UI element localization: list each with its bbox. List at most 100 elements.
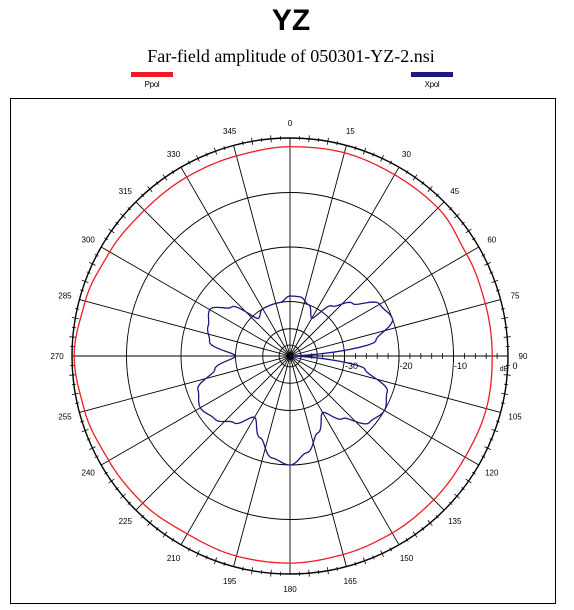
outer-tick xyxy=(461,221,465,225)
angle-label: 255 xyxy=(58,412,72,421)
outer-tick xyxy=(448,207,453,211)
angle-label: 300 xyxy=(82,236,96,245)
outer-tick xyxy=(481,455,486,458)
legend-item-ppol: Ppol xyxy=(122,72,182,89)
angle-label: 330 xyxy=(167,150,181,159)
outer-tick xyxy=(454,493,460,499)
outer-tick xyxy=(71,392,79,395)
outer-tick xyxy=(104,471,109,475)
outer-tick xyxy=(188,547,191,552)
angle-label: 210 xyxy=(167,554,181,563)
grid-spoke xyxy=(289,145,347,357)
outer-tick xyxy=(326,137,329,145)
outer-tick xyxy=(213,557,218,565)
outer-tick xyxy=(491,279,499,284)
radial-tick-label: -30 xyxy=(345,361,358,371)
outer-tick xyxy=(389,160,392,165)
angle-label: 225 xyxy=(119,517,133,526)
grid-spoke xyxy=(289,355,347,567)
outer-tick xyxy=(71,326,76,329)
radial-tick-label: -10 xyxy=(454,361,467,371)
outer-tick xyxy=(80,289,85,292)
grid-spoke xyxy=(289,355,445,511)
outer-tick xyxy=(412,531,418,538)
outer-tick xyxy=(461,487,465,491)
outer-tick xyxy=(270,569,272,577)
series-layer xyxy=(73,146,493,564)
grid-spoke xyxy=(289,166,400,357)
outer-tick xyxy=(500,307,505,310)
outer-tick xyxy=(501,392,509,395)
outer-tick xyxy=(196,550,200,557)
outer-tick xyxy=(86,438,91,441)
angle-label: 45 xyxy=(450,187,459,196)
outer-tick xyxy=(213,147,218,155)
grid-spoke xyxy=(100,246,291,357)
outer-tick xyxy=(471,237,476,241)
outer-tick xyxy=(308,135,310,143)
outer-tick xyxy=(223,146,226,151)
chart-title: YZ xyxy=(271,4,311,37)
angle-label: 120 xyxy=(485,469,499,478)
grid-spoke xyxy=(289,299,501,357)
grid-spoke xyxy=(135,201,291,357)
grid-spoke xyxy=(79,355,291,413)
angle-label: 15 xyxy=(346,127,355,136)
unit-label: dB xyxy=(500,366,509,373)
outer-tick xyxy=(421,527,425,531)
grid-spoke xyxy=(289,355,400,546)
outer-tick xyxy=(405,537,409,542)
angle-label: 75 xyxy=(511,292,520,301)
outer-tick xyxy=(362,147,367,155)
outer-tick xyxy=(421,181,425,185)
outer-tick xyxy=(86,271,91,274)
outer-tick xyxy=(465,478,472,484)
angle-label: 135 xyxy=(448,517,462,526)
outer-tick xyxy=(336,566,339,571)
series-line-ppol xyxy=(73,146,493,564)
outer-tick xyxy=(489,271,494,274)
outer-tick xyxy=(94,455,99,458)
outer-tick xyxy=(89,446,96,450)
grid-spoke xyxy=(289,201,445,357)
angle-label: 270 xyxy=(50,352,64,361)
outer-tick xyxy=(454,213,460,219)
outer-tick xyxy=(104,237,109,241)
legend-label-ppol: Ppol xyxy=(144,80,160,89)
outer-tick xyxy=(223,561,226,566)
outer-tick xyxy=(260,570,263,575)
outer-tick xyxy=(412,174,418,181)
angle-label: 345 xyxy=(223,127,237,136)
outer-tick xyxy=(260,137,263,142)
outer-tick xyxy=(389,547,392,552)
outer-tick xyxy=(81,428,89,433)
outer-tick xyxy=(435,514,439,519)
grid-spoke xyxy=(289,246,480,357)
angle-label: 0 xyxy=(288,119,293,128)
outer-tick xyxy=(503,374,511,376)
outer-tick xyxy=(115,221,119,225)
outer-tick xyxy=(162,531,168,538)
outer-tick xyxy=(427,186,433,192)
angle-label: 195 xyxy=(223,577,237,586)
radial-tick-label: -20 xyxy=(399,361,412,371)
outer-tick xyxy=(427,520,433,526)
outer-tick xyxy=(127,207,132,211)
grid-spoke xyxy=(180,166,291,357)
outer-tick xyxy=(115,487,119,491)
outer-tick xyxy=(504,326,509,329)
label-layer: 0 15 30 45 60 75 90 105 120 135 150 165 180 195 210 225… xyxy=(50,119,528,594)
outer-tick xyxy=(141,193,145,198)
angle-label: 180 xyxy=(283,585,297,594)
outer-tick xyxy=(108,478,115,484)
outer-tick xyxy=(94,254,99,257)
angle-label: 285 xyxy=(58,292,72,301)
outer-tick xyxy=(141,514,145,519)
outer-tick xyxy=(89,262,96,266)
outer-tick xyxy=(205,152,208,157)
outer-tick xyxy=(362,557,367,565)
outer-tick xyxy=(120,493,126,499)
outer-tick xyxy=(489,438,494,441)
outer-tick xyxy=(75,307,80,310)
outer-tick xyxy=(354,146,357,151)
